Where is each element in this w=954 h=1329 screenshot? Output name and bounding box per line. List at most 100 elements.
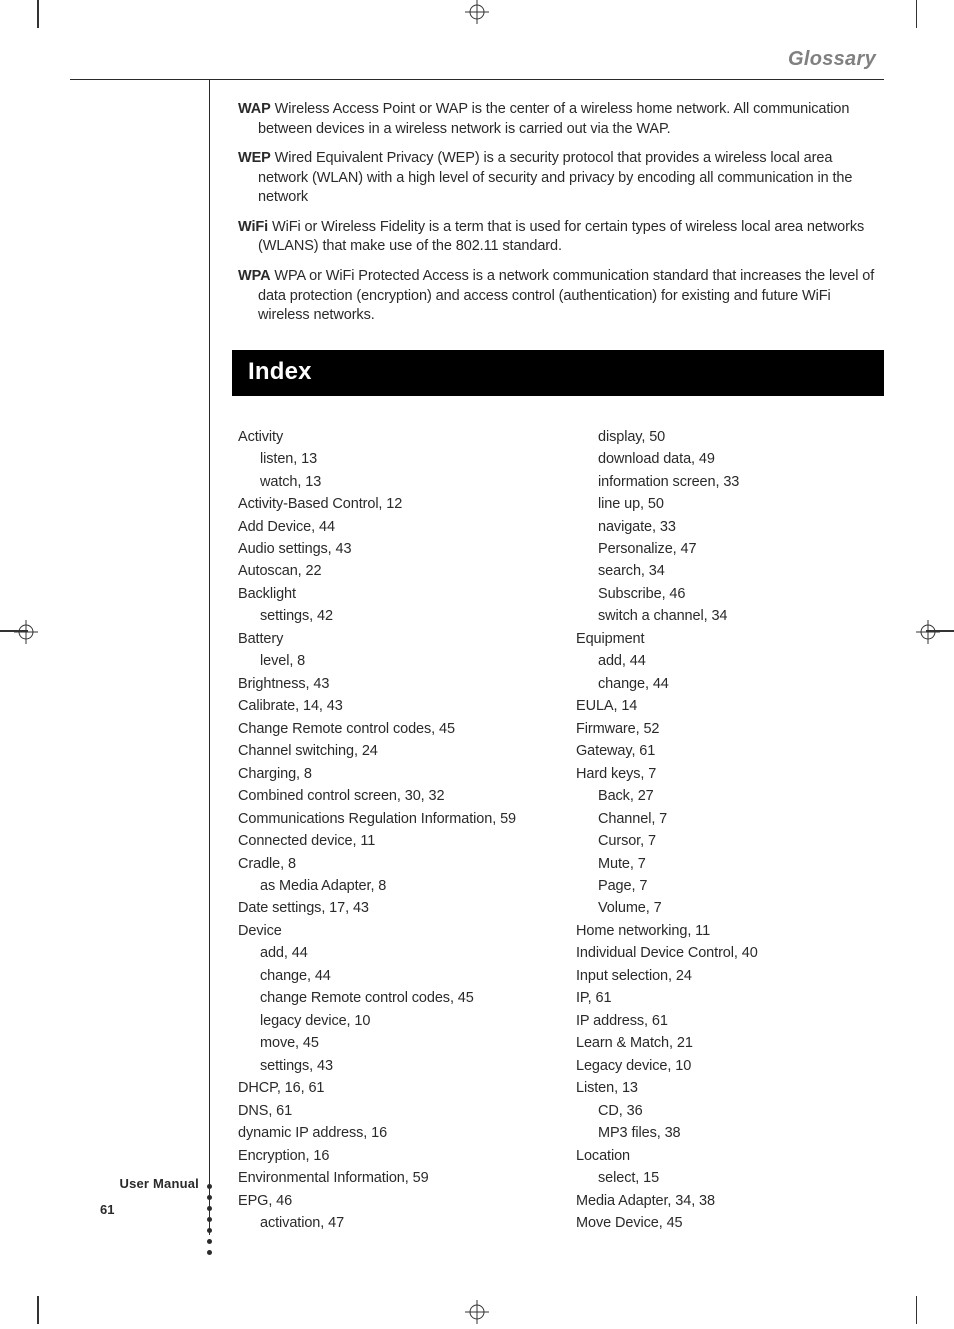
glossary-entry: WAP Wireless Access Point or WAP is the …: [238, 100, 884, 139]
index-entry: Date settings, 17, 43: [238, 897, 546, 919]
index-entry: Firmware, 52: [576, 718, 884, 740]
index-entry: Listen, 13: [576, 1077, 884, 1099]
index-entry: add, 44: [576, 650, 884, 672]
index-entry: move, 45: [238, 1032, 546, 1054]
index-entry: settings, 42: [238, 605, 546, 627]
running-head: Glossary: [70, 48, 884, 77]
index-entry: navigate, 33: [576, 516, 884, 538]
index-entry: Channel, 7: [576, 808, 884, 830]
index-entry: DNS, 61: [238, 1100, 546, 1122]
registration-mark-icon: [465, 0, 489, 24]
index-entry: Communications Regulation Information, 5…: [238, 808, 546, 830]
glossary-definition: Wireless Access Point or WAP is the cent…: [258, 101, 849, 137]
glossary-definition: Wired Equivalent Privacy (WEP) is a secu…: [258, 150, 852, 205]
index-entry: Input selection, 24: [576, 965, 884, 987]
index-entry: Audio settings, 43: [238, 538, 546, 560]
index-entry: Add Device, 44: [238, 516, 546, 538]
index-entry: Brightness, 43: [238, 673, 546, 695]
index-entry: IP, 61: [576, 987, 884, 1009]
crop-mark: [37, 1296, 39, 1324]
index-entry: Autoscan, 22: [238, 560, 546, 582]
glossary-definition: WPA or WiFi Protected Access is a networ…: [258, 268, 874, 323]
index-entry: DHCP, 16, 61: [238, 1077, 546, 1099]
index-entry: Learn & Match, 21: [576, 1032, 884, 1054]
page-content: Glossary User Manual 61 WAP Wireless Acc…: [70, 48, 884, 1264]
index-entry: Back, 27: [576, 785, 884, 807]
index-entry: change Remote control codes, 45: [238, 987, 546, 1009]
index-entry: Calibrate, 14, 43: [238, 695, 546, 717]
index-entry: switch a channel, 34: [576, 605, 884, 627]
crop-mark: [37, 0, 39, 28]
decorative-dots: [207, 1184, 212, 1255]
index-entry: Subscribe, 46: [576, 583, 884, 605]
index-entry: download data, 49: [576, 448, 884, 470]
index-entry: Activity-Based Control, 12: [238, 493, 546, 515]
index-entry: Connected device, 11: [238, 830, 546, 852]
index-entry: Volume, 7: [576, 897, 884, 919]
index-entry: Location: [576, 1145, 884, 1167]
index-entry: Combined control screen, 30, 32: [238, 785, 546, 807]
registration-mark-icon: [916, 620, 940, 644]
registration-mark-icon: [14, 620, 38, 644]
index-entry: Gateway, 61: [576, 740, 884, 762]
index-columns: Activitylisten, 13watch, 13Activity-Base…: [238, 426, 884, 1235]
index-entry: Individual Device Control, 40: [576, 942, 884, 964]
index-entry: change, 44: [238, 965, 546, 987]
index-entry: Channel switching, 24: [238, 740, 546, 762]
index-entry: display, 50: [576, 426, 884, 448]
index-entry: search, 34: [576, 560, 884, 582]
glossary-term: WiFi: [238, 219, 268, 235]
index-entry: Environmental Information, 59: [238, 1167, 546, 1189]
index-entry: Backlight: [238, 583, 546, 605]
page-number: 61: [100, 1202, 114, 1217]
index-entry: Device: [238, 920, 546, 942]
index-column-right: display, 50download data, 49information …: [576, 426, 884, 1235]
index-entry: Page, 7: [576, 875, 884, 897]
index-entry: change, 44: [576, 673, 884, 695]
index-entry: Battery: [238, 628, 546, 650]
index-entry: Cradle, 8: [238, 853, 546, 875]
index-entry: level, 8: [238, 650, 546, 672]
index-entry: CD, 36: [576, 1100, 884, 1122]
index-entry: Activity: [238, 426, 546, 448]
glossary-term: WAP: [238, 101, 271, 117]
index-entry: Change Remote control codes, 45: [238, 718, 546, 740]
index-entry: Hard keys, 7: [576, 763, 884, 785]
index-entry: Cursor, 7: [576, 830, 884, 852]
index-entry: Media Adapter, 34, 38: [576, 1190, 884, 1212]
index-entry: Mute, 7: [576, 853, 884, 875]
index-entry: Legacy device, 10: [576, 1055, 884, 1077]
index-entry: add, 44: [238, 942, 546, 964]
index-entry: dynamic IP address, 16: [238, 1122, 546, 1144]
crop-mark: [916, 1296, 918, 1324]
glossary-entry: WPA WPA or WiFi Protected Access is a ne…: [238, 267, 884, 326]
index-entry: as Media Adapter, 8: [238, 875, 546, 897]
index-entry: Home networking, 11: [576, 920, 884, 942]
index-entry: EPG, 46: [238, 1190, 546, 1212]
glossary-block: WAP Wireless Access Point or WAP is the …: [238, 100, 884, 326]
index-entry: information screen, 33: [576, 471, 884, 493]
index-entry: Move Device, 45: [576, 1212, 884, 1234]
left-gutter: User Manual 61: [70, 80, 210, 1235]
gutter-label: User Manual: [119, 1176, 199, 1191]
content-wrap: User Manual 61 WAP Wireless Access Point…: [70, 80, 884, 1235]
index-entry: EULA, 14: [576, 695, 884, 717]
index-entry: IP address, 61: [576, 1010, 884, 1032]
index-entry: watch, 13: [238, 471, 546, 493]
glossary-term: WPA: [238, 268, 270, 284]
index-entry: MP3 files, 38: [576, 1122, 884, 1144]
registration-mark-icon: [465, 1300, 489, 1324]
glossary-entry: WiFi WiFi or Wireless Fidelity is a term…: [238, 218, 884, 257]
index-entry: Charging, 8: [238, 763, 546, 785]
index-entry: Encryption, 16: [238, 1145, 546, 1167]
index-entry: Equipment: [576, 628, 884, 650]
crop-mark: [916, 0, 918, 28]
index-entry: activation, 47: [238, 1212, 546, 1234]
index-entry: legacy device, 10: [238, 1010, 546, 1032]
index-heading: Index: [232, 350, 884, 396]
glossary-entry: WEP Wired Equivalent Privacy (WEP) is a …: [238, 149, 884, 208]
index-entry: select, 15: [576, 1167, 884, 1189]
index-column-left: Activitylisten, 13watch, 13Activity-Base…: [238, 426, 546, 1235]
index-entry: settings, 43: [238, 1055, 546, 1077]
index-entry: Personalize, 47: [576, 538, 884, 560]
